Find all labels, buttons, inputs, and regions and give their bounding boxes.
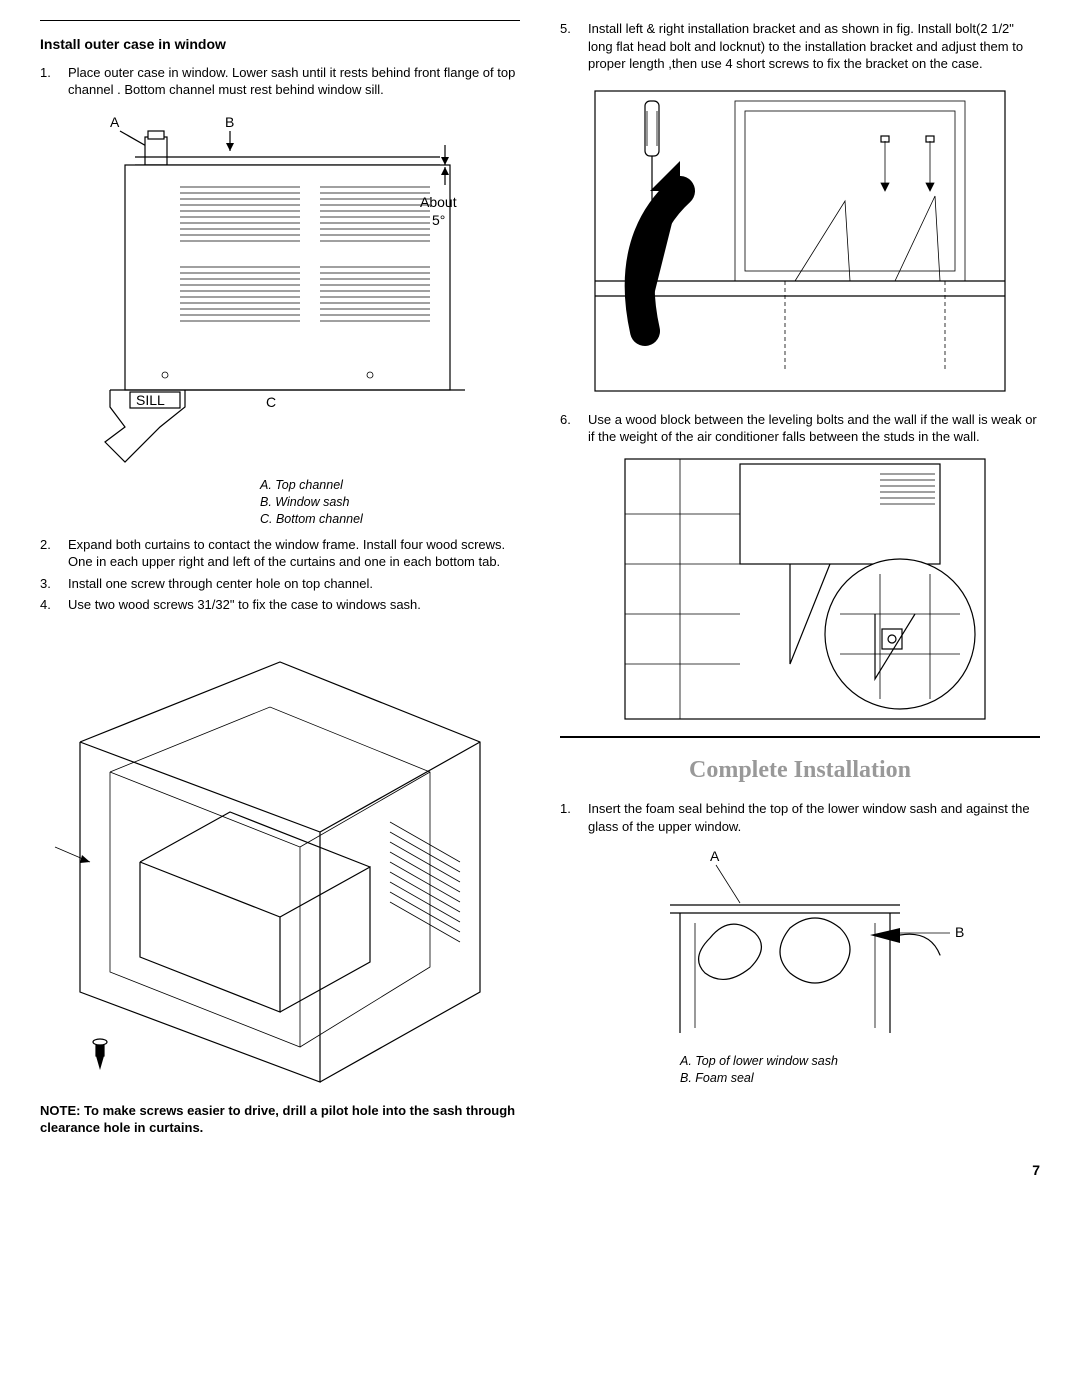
cstep-1-num: 1. bbox=[560, 800, 588, 835]
steps-list-right-1: 5. Install left & right installation bra… bbox=[560, 20, 1040, 73]
fig1-cap-b: B. Window sash bbox=[260, 494, 520, 511]
step-5: 5. Install left & right installation bra… bbox=[560, 20, 1040, 73]
fig1-label-5: 5° bbox=[432, 212, 445, 228]
step-6-text: Use a wood block between the leveling bo… bbox=[588, 411, 1040, 446]
steps-list-left-2: 2. Expand both curtains to contact the w… bbox=[40, 536, 520, 614]
figure-foam-seal: A B bbox=[640, 843, 970, 1043]
page-number: 7 bbox=[40, 1161, 1040, 1180]
step-1-text: Place outer case in window. Lower sash u… bbox=[68, 64, 520, 99]
fig5-cap-a: A. Top of lower window sash bbox=[680, 1053, 1040, 1070]
step-4-text: Use two wood screws 31/32" to fix the ca… bbox=[68, 596, 520, 614]
cstep-1: 1. Insert the foam seal behind the top o… bbox=[560, 800, 1040, 835]
step-3-num: 3. bbox=[40, 575, 68, 593]
steps-list-complete: 1. Insert the foam seal behind the top o… bbox=[560, 800, 1040, 835]
note-pilot-hole: NOTE: To make screws easier to drive, dr… bbox=[40, 1102, 520, 1137]
fig1-label-about: About bbox=[420, 194, 457, 210]
heading-complete-installation: Complete Installation bbox=[560, 754, 1040, 786]
step-5-num: 5. bbox=[560, 20, 588, 73]
step-2-num: 2. bbox=[40, 536, 68, 571]
step-2-text: Expand both curtains to contact the wind… bbox=[68, 536, 520, 571]
fig1-cap-a: A. Top channel bbox=[260, 477, 520, 494]
step-4-num: 4. bbox=[40, 596, 68, 614]
figure-bracket-install bbox=[585, 81, 1015, 401]
step-1: 1. Place outer case in window. Lower sas… bbox=[40, 64, 520, 99]
steps-list-left-1: 1. Place outer case in window. Lower sas… bbox=[40, 64, 520, 99]
step-6: 6. Use a wood block between the leveling… bbox=[560, 411, 1040, 446]
heading-install-outer-case: Install outer case in window bbox=[40, 35, 520, 54]
figure-wood-block bbox=[620, 454, 990, 724]
cstep-1-text: Insert the foam seal behind the top of t… bbox=[588, 800, 1040, 835]
fig5-caption: A. Top of lower window sash B. Foam seal bbox=[680, 1053, 1040, 1087]
fig1-caption: A. Top channel B. Window sash C. Bottom … bbox=[260, 477, 520, 528]
fig5-label-a: A bbox=[710, 848, 720, 864]
step-3: 3. Install one screw through center hole… bbox=[40, 575, 520, 593]
figure-outer-case-side: A B SILL C bbox=[70, 107, 490, 467]
step-2: 2. Expand both curtains to contact the w… bbox=[40, 536, 520, 571]
fig1-label-c: C bbox=[266, 394, 276, 410]
fig5-cap-b: B. Foam seal bbox=[680, 1070, 1040, 1087]
step-4: 4. Use two wood screws 31/32" to fix the… bbox=[40, 596, 520, 614]
fig5-label-b: B bbox=[955, 924, 964, 940]
fig1-cap-c: C. Bottom channel bbox=[260, 511, 520, 528]
step-3-text: Install one screw through center hole on… bbox=[68, 575, 520, 593]
rule-mid-right bbox=[560, 736, 1040, 738]
fig1-label-sill: SILL bbox=[136, 392, 165, 408]
step-5-text: Install left & right installation bracke… bbox=[588, 20, 1040, 73]
figure-curtains-isometric bbox=[50, 622, 510, 1092]
steps-list-right-2: 6. Use a wood block between the leveling… bbox=[560, 411, 1040, 446]
screw-icon bbox=[93, 1039, 107, 1070]
rule-top-left bbox=[40, 20, 520, 21]
step-6-num: 6. bbox=[560, 411, 588, 446]
fig1-label-a: A bbox=[110, 114, 120, 130]
fig1-label-b: B bbox=[225, 114, 234, 130]
step-1-num: 1. bbox=[40, 64, 68, 99]
